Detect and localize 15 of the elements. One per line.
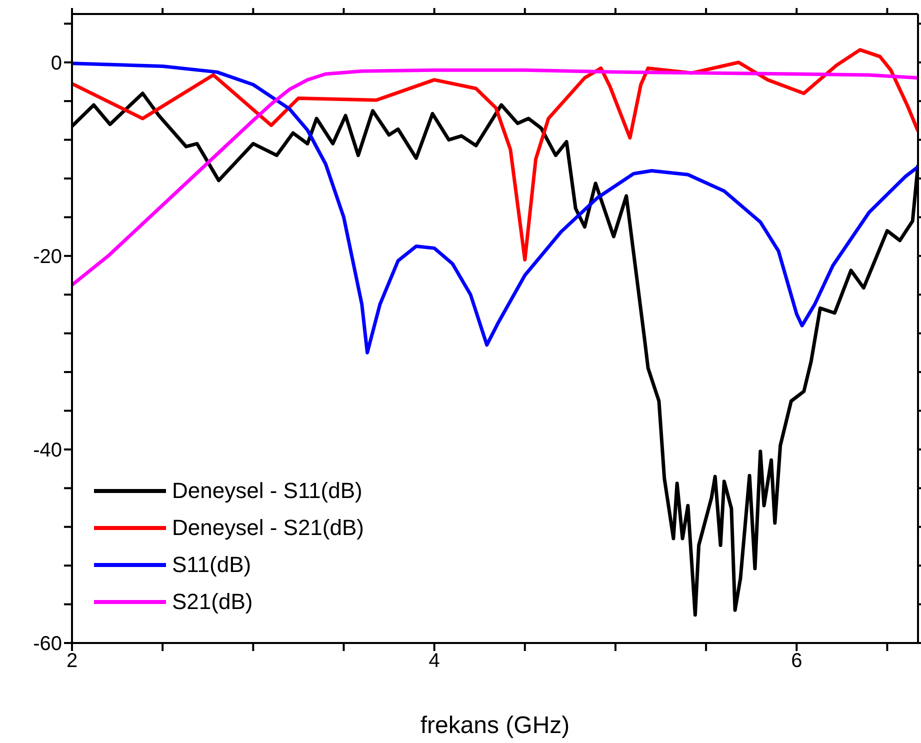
y-tick-label: 0 [50, 52, 62, 74]
x-tick-label: 4 [428, 650, 440, 672]
legend-label: S11(dB) [172, 551, 252, 579]
legend-label: Deneysel - S11(dB) [172, 477, 362, 505]
x-tick-label: 6 [791, 650, 802, 672]
line-series [72, 48, 918, 262]
legend-label: S21(dB) [172, 588, 253, 616]
x-axis-title: frekans (GHz) [420, 712, 570, 739]
y-tick-label: -60 [33, 633, 62, 656]
line-series [72, 62, 918, 354]
line-series [72, 68, 918, 287]
legend-label: Deneysel - S21(dB) [172, 514, 364, 542]
x-tick-label: 2 [66, 650, 78, 672]
y-tick-label: -40 [33, 440, 62, 462]
y-tick-label: -20 [33, 246, 62, 268]
